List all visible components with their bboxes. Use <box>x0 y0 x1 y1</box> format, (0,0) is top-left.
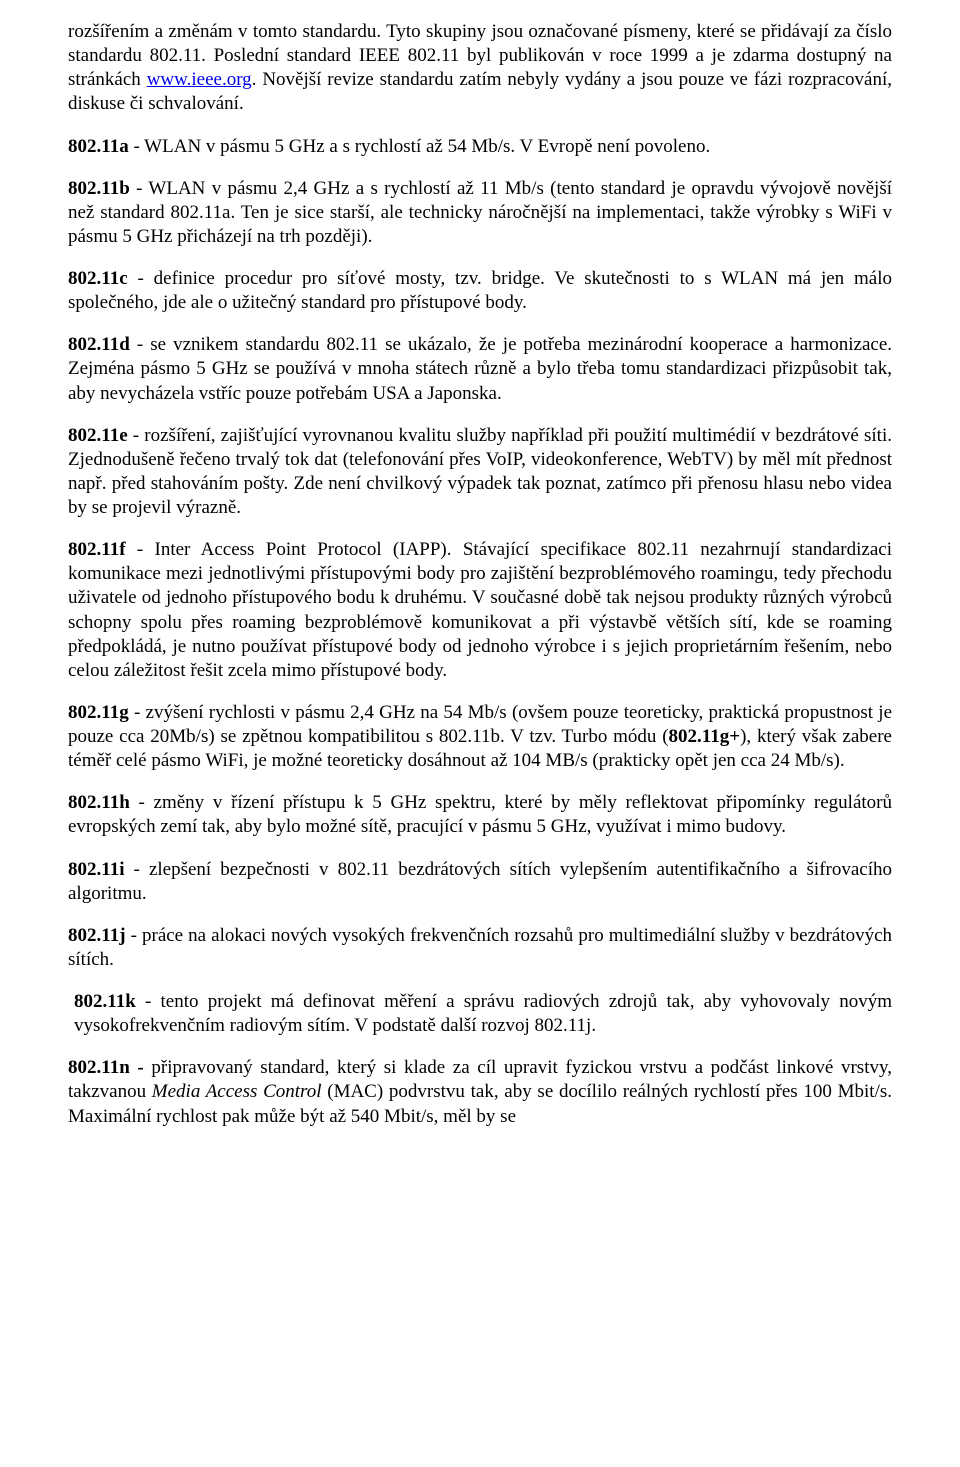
ieee-link[interactable]: www.ieee.org <box>147 69 252 90</box>
spec-802-11d-label: 802.11d <box>68 334 130 355</box>
spec-802-11k-text: - tento projekt má definovat měření a sp… <box>74 991 892 1036</box>
spec-802-11g-label: 802.11g <box>68 702 129 723</box>
spec-802-11i-label: 802.11i <box>68 859 124 880</box>
spec-802-11c: 802.11c - definice procedur pro síťové m… <box>68 267 892 315</box>
spec-802-11n-label: 802.11n - <box>68 1057 151 1078</box>
spec-802-11b: 802.11b - WLAN v pásmu 2,4 GHz a s rychl… <box>68 177 892 249</box>
spec-802-11f-label: 802.11f <box>68 539 126 560</box>
spec-802-11e-text: - rozšíření, zajišťující vyrovnanou kval… <box>68 425 892 518</box>
spec-802-11f: 802.11f - Inter Access Point Protocol (I… <box>68 538 892 683</box>
spec-802-11k-label: 802.11k <box>74 991 136 1012</box>
spec-802-11h-label: 802.11h <box>68 792 130 813</box>
spec-802-11g: 802.11g - zvýšení rychlosti v pásmu 2,4 … <box>68 701 892 773</box>
spec-802-11f-text: - Inter Access Point Protocol (IAPP). St… <box>68 539 892 681</box>
spec-802-11h: 802.11h - změny v řízení přístupu k 5 GH… <box>68 791 892 839</box>
spec-802-11b-text: - WLAN v pásmu 2,4 GHz a s rychlostí až … <box>68 178 892 247</box>
spec-802-11c-label: 802.11c <box>68 268 128 289</box>
spec-802-11h-text: - změny v řízení přístupu k 5 GHz spektr… <box>68 792 892 837</box>
spec-802-11n-italic: Media Access Control <box>152 1081 322 1102</box>
spec-802-11b-label: 802.11b <box>68 178 130 199</box>
spec-802-11n: 802.11n - připravovaný standard, který s… <box>68 1056 892 1128</box>
spec-802-11i-text: - zlepšení bezpečnosti v 802.11 bezdráto… <box>68 859 892 904</box>
spec-802-11e: 802.11e - rozšíření, zajišťující vyrovna… <box>68 424 892 521</box>
spec-802-11k: 802.11k - tento projekt má definovat měř… <box>74 990 892 1038</box>
spec-802-11e-label: 802.11e <box>68 425 128 446</box>
spec-802-11i: 802.11i - zlepšení bezpečnosti v 802.11 … <box>68 858 892 906</box>
intro-paragraph: rozšířením a změnám v tomto standardu. T… <box>68 20 892 117</box>
spec-802-11j: 802.11j - práce na alokaci nových vysoký… <box>68 924 892 972</box>
spec-802-11j-text: - práce na alokaci nových vysokých frekv… <box>68 925 892 970</box>
spec-802-11g-plus-label: 802.11g+ <box>669 726 741 747</box>
spec-802-11d: 802.11d - se vznikem standardu 802.11 se… <box>68 333 892 405</box>
spec-802-11a-text: - WLAN v pásmu 5 GHz a s rychlostí až 54… <box>129 136 711 157</box>
spec-802-11j-label: 802.11j <box>68 925 126 946</box>
spec-802-11a-label: 802.11a <box>68 136 129 157</box>
spec-802-11d-text: - se vznikem standardu 802.11 se ukázalo… <box>68 334 892 403</box>
spec-802-11a: 802.11a - WLAN v pásmu 5 GHz a s rychlos… <box>68 135 892 159</box>
spec-802-11c-text: - definice procedur pro síťové mosty, tz… <box>68 268 892 313</box>
